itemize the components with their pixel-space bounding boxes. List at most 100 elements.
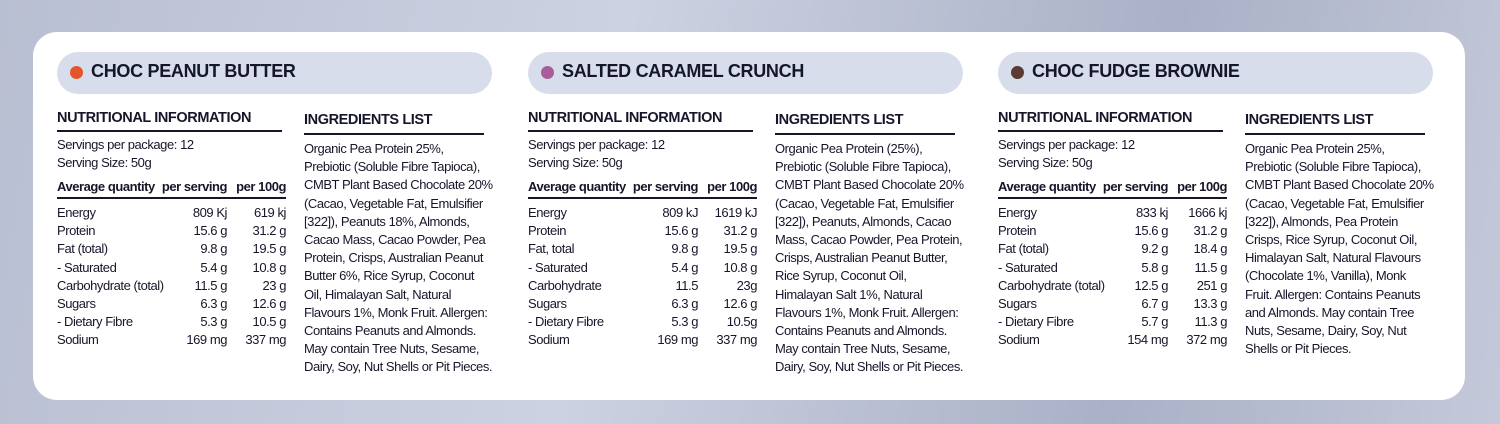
table-cell: 6.7 g — [1141, 296, 1168, 311]
table-cell: 10.5g — [726, 314, 758, 330]
ingredients-line: Organic Pea Protein 25%, — [304, 141, 444, 156]
table-cell: 6.3 g — [200, 296, 227, 311]
table-cell: 251 g — [1196, 277, 1228, 293]
table-cell: 11.5 g — [194, 277, 228, 293]
table-cell: 809 kJ — [662, 205, 698, 220]
table-cell: 11.3 g — [1194, 314, 1228, 330]
table-header: per 100g — [707, 179, 757, 194]
table-cell: 23 g — [262, 277, 286, 293]
table-cell: Fat, total — [528, 241, 575, 257]
ingredients-line: Nuts, Sesame, Dairy, Soy, Nut — [1245, 323, 1407, 338]
table-cell: Energy — [998, 205, 1037, 220]
heading-rule — [998, 130, 1223, 132]
nutrition-heading: NUTRITIONAL INFORMATION — [998, 110, 1193, 126]
table-cell: 9.2 g — [1141, 241, 1168, 257]
ingredients-heading: INGREDIENTS LIST — [304, 112, 433, 128]
table-cell: 5.4 g — [200, 259, 227, 275]
ingredients-line: [322]), Peanuts, Almonds, Cacao — [775, 213, 952, 229]
ingredients-line: Flavours 1%, Monk Fruit. Allergen: — [775, 304, 959, 320]
ingredients-heading: INGREDIENTS LIST — [775, 112, 904, 128]
table-cell: 9.8 g — [200, 241, 227, 257]
heading-rule — [304, 133, 484, 135]
ingredients-line: Shells or Pit Pieces. — [1245, 341, 1352, 357]
table-cell: Energy — [528, 205, 567, 220]
ingredients-line: CMBT Plant Based Chocolate 20% — [304, 177, 493, 193]
table-cell: 19.5 g — [723, 241, 758, 257]
table-cell: 12.6 g — [252, 296, 287, 311]
ingredients-line: Crisps, Australian Peanut Butter, — [775, 250, 948, 266]
servings-per-package: Servings per package: 12 — [528, 137, 665, 152]
table-cell: Carbohydrate — [528, 277, 602, 293]
table-header: per serving — [161, 179, 228, 194]
table-cell: - Dietary Fibre — [57, 314, 133, 330]
product-header — [528, 52, 963, 94]
ingredients-line: May contain Tree Nuts, Sesame, — [304, 341, 480, 357]
table-cell: 619 kj — [254, 205, 286, 220]
table-cell: 18.4 g — [1193, 241, 1228, 257]
table-cell: Protein — [57, 223, 96, 239]
product-dot — [1011, 66, 1024, 79]
table-cell: 11.5 g — [1194, 259, 1228, 275]
table-cell: Sodium — [998, 332, 1040, 348]
table-header: Average quantity — [998, 179, 1096, 194]
table-header: Average quantity — [57, 179, 155, 194]
table-cell: 809 Kj — [192, 205, 228, 220]
nutrition-heading: NUTRITIONAL INFORMATION — [57, 110, 252, 126]
ingredients-line: Prebiotic (Soluble Fibre Tapioca), — [775, 159, 951, 175]
table-cell: 5.3 g — [671, 314, 698, 330]
table-cell: 19.5 g — [252, 241, 287, 257]
ingredients-line: Fruit. Allergen: Contains Peanuts — [1245, 286, 1421, 302]
nutrition-heading: NUTRITIONAL INFORMATION — [528, 110, 723, 126]
ingredients-line: May contain Tree Nuts, Sesame, — [775, 341, 951, 357]
table-cell: 12.5 g — [1134, 277, 1169, 293]
ingredients-line: Prebiotic (Soluble Fibre Tapioca), — [304, 159, 480, 175]
table-header: per 100g — [1177, 179, 1227, 194]
table-cell: Sodium — [57, 332, 99, 348]
ingredients-line: [322]), Peanuts 18%, Almonds, — [304, 213, 470, 229]
heading-rule — [528, 130, 753, 132]
heading-rule — [1245, 133, 1425, 135]
serving-size: Serving Size: 50g — [998, 155, 1093, 170]
product-dot — [70, 66, 83, 79]
table-cell: Sugars — [57, 296, 96, 311]
table-cell: 15.6 g — [664, 223, 699, 239]
table-cell: 10.8 g — [723, 259, 758, 275]
table-cell: - Saturated — [57, 259, 117, 275]
product-header — [998, 52, 1433, 94]
table-cell: 23g — [736, 277, 758, 293]
table-cell: Fat (total) — [57, 241, 108, 257]
table-cell: 31.2 g — [723, 223, 758, 239]
servings-per-package: Servings per package: 12 — [998, 137, 1135, 152]
table-cell: 1619 kJ — [714, 205, 758, 220]
table-cell: Sugars — [998, 296, 1037, 311]
table-cell: 9.8 g — [671, 241, 698, 257]
table-cell: 6.3 g — [671, 296, 698, 311]
product-name: SALTED CARAMEL CRUNCH — [562, 61, 805, 81]
table-cell: Carbohydrate (total) — [57, 277, 164, 293]
table-cell: 12.6 g — [723, 296, 758, 311]
ingredients-line: Rice Syrup, Coconut Oil, — [775, 268, 907, 284]
table-cell: 169 mg — [657, 332, 698, 348]
ingredients-line: CMBT Plant Based Chocolate 20% — [775, 177, 964, 193]
ingredients-line: Flavours 1%, Monk Fruit. Allergen: — [304, 304, 488, 320]
ingredients-line: Crisps, Rice Syrup, Coconut Oil, — [1245, 232, 1417, 247]
table-header: per serving — [1102, 179, 1169, 194]
table-cell: Protein — [528, 223, 567, 239]
table-header: per 100g — [236, 179, 286, 194]
table-cell: 337 mg — [245, 332, 286, 348]
table-cell: 11.5 — [675, 277, 698, 293]
ingredients-line: Dairy, Soy, Nut Shells or Pit Pieces. — [775, 359, 964, 375]
ingredients-line: Mass, Cacao Powder, Pea Protein, — [775, 232, 963, 247]
product-name: CHOC PEANUT BUTTER — [91, 61, 296, 81]
ingredients-line: (Cacao, Vegetable Fat, Emulsifier — [304, 195, 483, 211]
table-cell: 169 mg — [186, 332, 227, 348]
ingredients-line: (Cacao, Vegetable Fat, Emulsifier — [775, 195, 954, 211]
table-cell: 5.8 g — [1141, 259, 1168, 275]
ingredients-line: Protein, Crisps, Australian Peanut — [304, 250, 484, 266]
table-cell: - Saturated — [998, 259, 1058, 275]
table-cell: Carbohydrate (total) — [998, 277, 1105, 293]
ingredients-line: Himalayan Salt, Natural Flavours — [1245, 250, 1421, 266]
table-cell: Fat (total) — [998, 241, 1049, 257]
servings-per-package: Servings per package: 12 — [57, 137, 194, 152]
